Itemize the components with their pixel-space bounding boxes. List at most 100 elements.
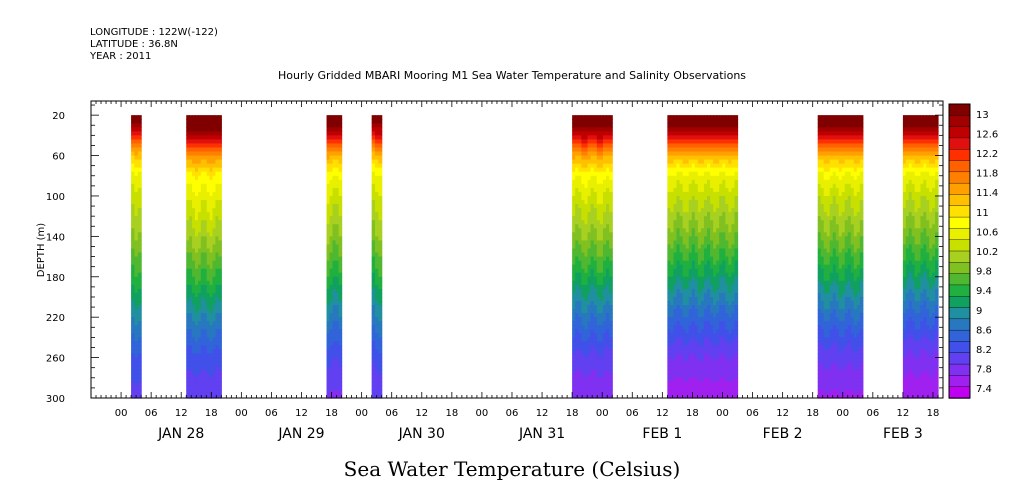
- data-cell: [200, 268, 205, 274]
- data-cell: [212, 357, 217, 363]
- data-cell: [335, 349, 340, 355]
- data-cell: [596, 167, 601, 173]
- data-cell: [194, 333, 199, 338]
- data-cell: [703, 353, 708, 359]
- data-cell: [599, 208, 604, 213]
- data-cell: [847, 208, 852, 213]
- data-cell: [838, 200, 843, 205]
- data-cell: [841, 167, 846, 173]
- data-cell: [847, 171, 852, 177]
- data-cell: [203, 264, 208, 270]
- data-cell: [338, 341, 343, 347]
- data-segment: [186, 115, 222, 399]
- data-cell: [581, 321, 586, 326]
- data-cell: [218, 296, 222, 302]
- data-cell: [716, 272, 720, 278]
- data-cell: [194, 127, 199, 132]
- data-cell: [587, 353, 592, 359]
- data-cell: [212, 187, 217, 193]
- data-cell: [832, 317, 837, 322]
- data-cell: [838, 272, 843, 278]
- data-cell: [134, 337, 139, 343]
- data-cell: [697, 369, 702, 375]
- data-cell: [673, 123, 678, 128]
- data-fills: [131, 115, 939, 399]
- data-cell: [667, 260, 671, 266]
- data-cell: [209, 220, 214, 225]
- data-cell: [378, 389, 383, 395]
- data-cell: [192, 216, 196, 221]
- data-cell: [326, 212, 331, 217]
- data-cell: [847, 131, 852, 136]
- data-cell: [853, 155, 858, 161]
- data-cell: [817, 309, 822, 314]
- data-cell: [844, 248, 849, 254]
- data-cell: [679, 305, 684, 310]
- data-cell: [847, 139, 852, 145]
- data-cell: [338, 272, 343, 278]
- data-cell: [835, 131, 840, 136]
- data-cell: [667, 191, 671, 197]
- data-cell: [847, 301, 852, 306]
- data-cell: [203, 212, 208, 217]
- data-cell: [218, 220, 222, 225]
- data-cell: [596, 333, 601, 338]
- data-cell: [194, 317, 199, 322]
- data-cell: [203, 381, 208, 387]
- data-cell: [700, 155, 705, 161]
- data-cell: [679, 200, 684, 205]
- data-cell: [731, 385, 736, 391]
- data-cell: [602, 175, 607, 181]
- data-cell: [713, 317, 717, 322]
- data-cell: [578, 369, 582, 375]
- data-cell: [829, 212, 834, 217]
- data-cell: [587, 159, 592, 165]
- data-cell: [218, 337, 222, 343]
- data-cell: [722, 127, 726, 132]
- data-cell: [332, 151, 337, 157]
- data-cell: [713, 393, 717, 399]
- data-cell: [725, 236, 729, 242]
- data-cell: [710, 119, 714, 124]
- data-cell: [838, 345, 843, 351]
- data-cell: [189, 385, 193, 391]
- data-cell: [679, 321, 684, 326]
- data-cell: [835, 119, 840, 124]
- data-cell: [697, 123, 702, 128]
- data-cell: [707, 280, 711, 286]
- data-cell: [194, 143, 199, 149]
- data-cell: [584, 256, 589, 262]
- data-cell: [587, 183, 592, 189]
- data-cell: [838, 317, 843, 322]
- data-cell: [725, 337, 729, 343]
- data-cell: [194, 353, 199, 359]
- data-cell: [326, 240, 331, 246]
- data-cell: [850, 248, 855, 254]
- data-cell: [832, 167, 837, 173]
- data-cell: [329, 208, 334, 213]
- data-cell: [716, 373, 720, 379]
- data-cell: [826, 191, 831, 197]
- data-cell: [719, 236, 723, 242]
- data-cell: [131, 195, 136, 201]
- data-cell: [685, 240, 690, 246]
- data-cell: [667, 393, 671, 399]
- data-cell: [682, 191, 687, 197]
- data-cell: [378, 187, 383, 193]
- data-cell: [575, 369, 579, 375]
- data-cell: [710, 216, 714, 221]
- data-cell: [578, 135, 582, 140]
- data-cell: [697, 309, 702, 314]
- data-cell: [371, 325, 376, 330]
- data-cell: [375, 115, 379, 120]
- data-cell: [734, 385, 739, 391]
- data-cell: [371, 256, 376, 262]
- data-cell: [609, 309, 613, 314]
- data-cell: [703, 187, 708, 193]
- data-cell: [335, 204, 340, 209]
- data-cell: [731, 151, 736, 157]
- data-cell: [578, 216, 582, 221]
- data-cell: [728, 119, 733, 124]
- data-cell: [676, 240, 681, 246]
- data-cell: [378, 171, 383, 177]
